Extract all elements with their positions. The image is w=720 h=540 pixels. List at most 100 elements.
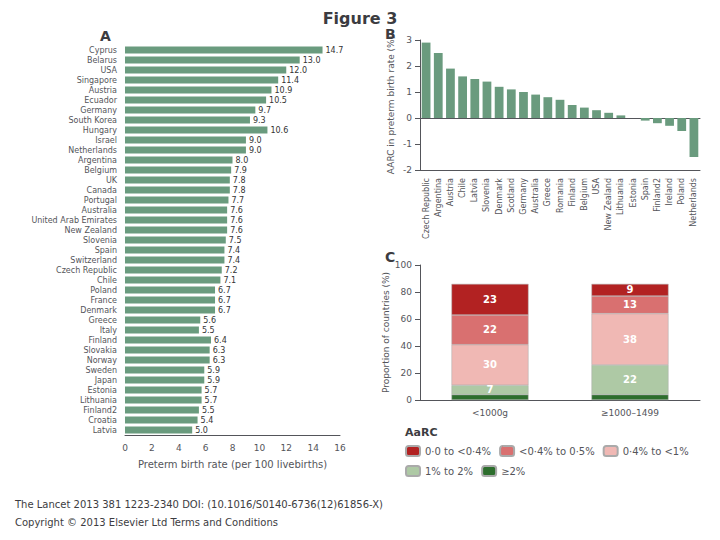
svg-text:Hungary: Hungary	[83, 126, 117, 135]
svg-text:Slovenia: Slovenia	[482, 178, 491, 212]
svg-text:Poland: Poland	[677, 178, 686, 205]
svg-text:7.2: 7.2	[225, 266, 238, 275]
svg-text:5.4: 5.4	[201, 416, 214, 425]
svg-text:AARC in preterm birth rate (%): AARC in preterm birth rate (%)	[386, 36, 396, 174]
svg-text:Ireland: Ireland	[665, 178, 674, 206]
svg-text:0·4% to <1%: 0·4% to <1%	[623, 446, 689, 457]
svg-text:9.0: 9.0	[249, 136, 262, 145]
svg-text:Australia: Australia	[82, 206, 117, 215]
svg-text:Belarus: Belarus	[87, 56, 117, 65]
svg-text:9: 9	[627, 284, 634, 295]
svg-text:7.9: 7.9	[234, 166, 247, 175]
svg-text:-2: -2	[403, 165, 412, 175]
svg-text:23: 23	[483, 294, 497, 305]
svg-text:France: France	[90, 296, 117, 305]
svg-text:The Lancet 2013 381 1223-2340: The Lancet 2013 381 1223-2340 DOI: (10.1…	[14, 499, 383, 510]
svg-text:10.6: 10.6	[270, 126, 288, 135]
svg-text:7.4: 7.4	[227, 256, 240, 265]
svg-text:100: 100	[395, 260, 412, 270]
svg-text:22: 22	[623, 374, 637, 385]
svg-text:Chile: Chile	[458, 178, 467, 198]
svg-text:38: 38	[623, 334, 637, 345]
svg-text:5.9: 5.9	[207, 376, 220, 385]
svg-text:Ecuador: Ecuador	[84, 96, 117, 105]
svg-text:Spain: Spain	[641, 178, 650, 200]
svg-text:Greece: Greece	[543, 178, 552, 207]
svg-text:Norway: Norway	[87, 356, 118, 365]
svg-text:Scotland: Scotland	[507, 178, 516, 213]
svg-text:Argentina: Argentina	[434, 178, 443, 217]
svg-text:Switzerland: Switzerland	[70, 256, 117, 265]
svg-text:Denmark: Denmark	[495, 178, 504, 215]
svg-text:Finland: Finland	[568, 178, 577, 207]
svg-text:Croatia: Croatia	[88, 416, 117, 425]
svg-text:14.7: 14.7	[326, 46, 344, 55]
svg-text:Belgium: Belgium	[580, 178, 589, 211]
svg-text:South Korea: South Korea	[69, 116, 118, 125]
svg-text:Japan: Japan	[94, 376, 117, 385]
svg-text:0·0 to <0·4%: 0·0 to <0·4%	[425, 446, 491, 457]
svg-text:Czech Republic: Czech Republic	[56, 266, 117, 275]
svg-text:Portugal: Portugal	[84, 196, 117, 205]
svg-text:Estonia: Estonia	[88, 386, 118, 395]
svg-text:6.7: 6.7	[218, 296, 231, 305]
svg-text:16: 16	[334, 443, 346, 453]
svg-text:0: 0	[122, 443, 128, 453]
svg-text:Spain: Spain	[95, 246, 117, 255]
svg-text:Germany: Germany	[519, 178, 528, 215]
svg-text:B: B	[385, 26, 396, 42]
svg-text:-1: -1	[403, 139, 412, 149]
svg-text:Czech Republic: Czech Republic	[422, 178, 431, 239]
svg-text:C: C	[385, 249, 395, 265]
svg-text:5.5: 5.5	[202, 326, 215, 335]
svg-text:12: 12	[281, 443, 292, 453]
svg-text:Belgium: Belgium	[84, 166, 117, 175]
svg-text:Slovenia: Slovenia	[83, 236, 117, 245]
svg-text:Finland: Finland	[88, 336, 117, 345]
svg-text:60: 60	[401, 314, 413, 324]
svg-text:5.6: 5.6	[203, 316, 216, 325]
svg-text:10.9: 10.9	[274, 86, 292, 95]
svg-text:≥1000–1499: ≥1000–1499	[601, 408, 659, 418]
svg-text:Canada: Canada	[87, 186, 118, 195]
svg-text:7.6: 7.6	[230, 226, 243, 235]
svg-text:8: 8	[230, 443, 236, 453]
svg-text:Finland2: Finland2	[653, 178, 662, 212]
svg-text:Netherlands: Netherlands	[68, 146, 117, 155]
svg-text:10: 10	[254, 443, 266, 453]
svg-text:12.0: 12.0	[289, 66, 307, 75]
svg-text:14: 14	[307, 443, 319, 453]
svg-text:6: 6	[203, 443, 209, 453]
svg-text:A: A	[100, 28, 111, 44]
svg-text:9.0: 9.0	[249, 146, 262, 155]
svg-text:New Zealand: New Zealand	[64, 226, 117, 235]
svg-text:Estonia: Estonia	[629, 178, 638, 208]
svg-text:Finland2: Finland2	[83, 406, 117, 415]
svg-text:New Zealand: New Zealand	[604, 178, 613, 231]
svg-text:13.0: 13.0	[303, 56, 321, 65]
svg-text:Israel: Israel	[95, 136, 117, 145]
svg-text:5.9: 5.9	[207, 366, 220, 375]
svg-text:Germany: Germany	[80, 106, 117, 115]
svg-text:≥2%: ≥2%	[501, 466, 525, 477]
svg-text:Denmark: Denmark	[80, 306, 117, 315]
svg-text:7.8: 7.8	[233, 176, 246, 185]
svg-text:Slovakia: Slovakia	[83, 346, 117, 355]
svg-text:22: 22	[483, 324, 497, 335]
svg-text:<1000g: <1000g	[472, 408, 508, 418]
svg-text:4: 4	[176, 443, 182, 453]
svg-text:7.6: 7.6	[230, 206, 243, 215]
svg-text:Austria: Austria	[446, 178, 455, 206]
svg-text:Argentina: Argentina	[78, 156, 117, 165]
svg-text:7: 7	[487, 384, 494, 395]
svg-text:9.7: 9.7	[258, 106, 271, 115]
svg-text:0: 0	[406, 113, 412, 123]
svg-text:7.8: 7.8	[233, 186, 246, 195]
svg-text:6.3: 6.3	[213, 356, 226, 365]
svg-text:Preterm birth rate (per 100 li: Preterm birth rate (per 100 livebirths)	[138, 459, 327, 470]
svg-text:3: 3	[406, 35, 412, 45]
svg-text:0: 0	[406, 395, 412, 405]
svg-text:Chile: Chile	[97, 276, 117, 285]
svg-text:7.1: 7.1	[223, 276, 236, 285]
svg-text:Lithuania: Lithuania	[80, 396, 117, 405]
